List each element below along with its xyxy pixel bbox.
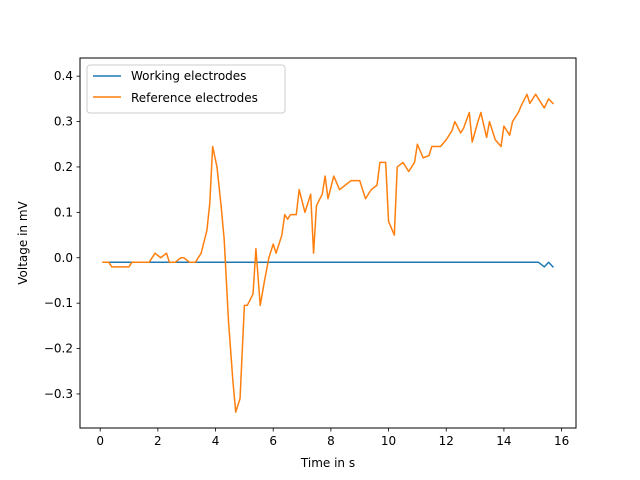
x-tick-label: 14 [496,434,511,448]
x-tick-label: 16 [554,434,569,448]
series-layer [102,93,554,413]
y-tick-label: 0.4 [54,69,73,83]
legend-box [86,64,286,114]
y-axis: −0.3 −0.2 −0.1 0.0 0.1 0.2 0.3 0.4 [44,69,80,401]
x-axis-label: Time in s [300,456,355,470]
x-tick-label: 8 [327,434,335,448]
y-tick-label: −0.3 [44,387,73,401]
x-axis: 0 2 4 6 8 10 12 14 16 [96,428,569,448]
y-tick-label: −0.1 [44,296,73,310]
y-tick-label: 0.1 [54,205,73,219]
y-tick-label: 0.0 [54,251,73,265]
x-tick-label: 6 [269,434,277,448]
x-tick-label: 12 [439,434,454,448]
x-tick-label: 10 [381,434,396,448]
y-axis-label: Voltage in mV [16,200,30,284]
legend: Working electrodes Reference electrodes [86,64,286,114]
x-tick-label: 0 [96,434,104,448]
x-tick-label: 4 [212,434,220,448]
y-tick-label: 0.2 [54,160,73,174]
series-line-reference-electrodes [102,93,554,413]
series-line-working-electrodes [102,261,554,268]
legend-label-reference-electrodes: Reference electrodes [131,91,258,105]
plot-frame [79,57,577,429]
y-tick-label: 0.3 [54,115,73,129]
y-tick-label: −0.2 [44,342,73,356]
x-tick-label: 2 [154,434,162,448]
legend-label-working-electrodes: Working electrodes [131,69,246,83]
